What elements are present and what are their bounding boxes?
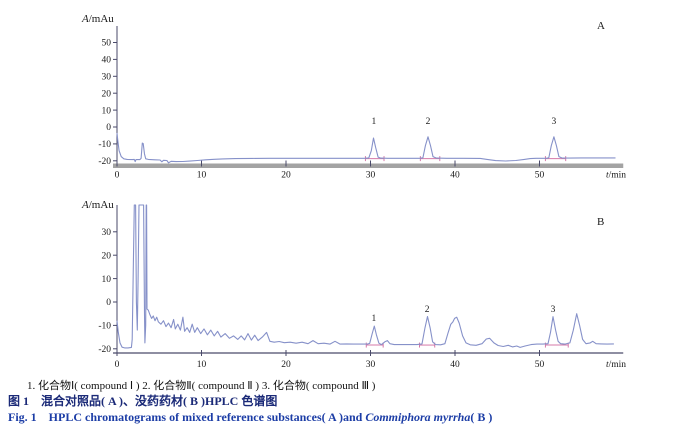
y-tick-label: 20 <box>102 251 112 261</box>
caption-english-prefix: Fig. 1 HPLC chromatograms of mixed refer… <box>8 410 366 424</box>
x-tick-label: 0 <box>115 360 120 370</box>
y-tick-label: -10 <box>98 322 111 332</box>
y-axis-label-b-unit: /mAu <box>88 199 114 211</box>
caption-chinese: 图 1 混合对照品( A )、没药药材( B )HPLC 色谱图 <box>8 394 278 408</box>
chromatogram-chart-b: 30 20 10 0 -10 -20 0 10 20 30 40 50 t/min 1 2 3 <box>98 204 626 370</box>
x-tick-label: 0 <box>115 171 120 181</box>
peak-label-1: 1 <box>372 117 377 127</box>
y-tick-label: 40 <box>102 56 112 66</box>
y-tick-label: 20 <box>102 89 112 99</box>
peak-label-1: 1 <box>372 314 377 324</box>
x-tick-label: 20 <box>281 360 291 370</box>
y-axis-label-a-unit: /mAu <box>88 13 114 25</box>
y-tick-label: 30 <box>102 73 112 83</box>
peak-label-3: 3 <box>551 305 556 315</box>
x-axis-unit-label: t/min <box>606 360 626 370</box>
y-tick-label: 50 <box>102 39 112 49</box>
peak-label-2: 2 <box>425 305 430 315</box>
x-axis-unit-label: t/min <box>606 171 626 181</box>
x-tick-label: 30 <box>366 171 376 181</box>
x-tick-label: 40 <box>450 360 460 370</box>
panel-letter-b: B <box>597 216 605 228</box>
x-tick-label: 20 <box>281 171 291 181</box>
y-tick-label: -10 <box>98 140 111 150</box>
peak-label-2: 2 <box>426 117 431 127</box>
y-axis-label-b: A/mAu <box>82 199 114 211</box>
y-tick-label: 10 <box>102 275 112 285</box>
x-axis-bar <box>113 163 624 168</box>
chromatogram-trace <box>116 204 614 349</box>
peak-label-3: 3 <box>551 117 556 127</box>
y-tick-label: 10 <box>102 106 112 116</box>
y-axis-label-a-symbol: A <box>82 13 89 25</box>
caption-english-suffix: ( B ) <box>470 410 493 424</box>
x-tick-label: 10 <box>197 171 207 181</box>
chromatogram-chart-a: 50 40 30 20 10 0 -10 -20 0 10 20 30 40 50 t/min 1 2 3 <box>98 26 626 181</box>
y-axis-label-b-symbol: A <box>82 199 89 211</box>
x-tick-label: 30 <box>366 360 376 370</box>
x-tick-label: 40 <box>450 171 460 181</box>
caption-english: Fig. 1 HPLC chromatograms of mixed refer… <box>8 408 492 425</box>
y-tick-label: 0 <box>106 298 111 308</box>
caption-english-species: Commiphora myrrha <box>365 410 471 424</box>
y-axis-label-a: A/mAu <box>82 13 114 25</box>
x-tick-label: 50 <box>535 360 545 370</box>
panel-letter-a: A <box>597 20 605 32</box>
y-tick-label: -20 <box>98 157 111 167</box>
y-tick-label: 0 <box>106 123 111 133</box>
caption-compound-legend: 1. 化合物Ⅰ( compound Ⅰ ) 2. 化合物Ⅱ( compound … <box>27 380 376 392</box>
x-tick-label: 50 <box>535 171 545 181</box>
y-tick-label: 30 <box>102 228 112 238</box>
y-tick-label: -20 <box>98 345 111 355</box>
chromatogram-trace <box>116 132 616 164</box>
x-tick-label: 10 <box>197 360 207 370</box>
